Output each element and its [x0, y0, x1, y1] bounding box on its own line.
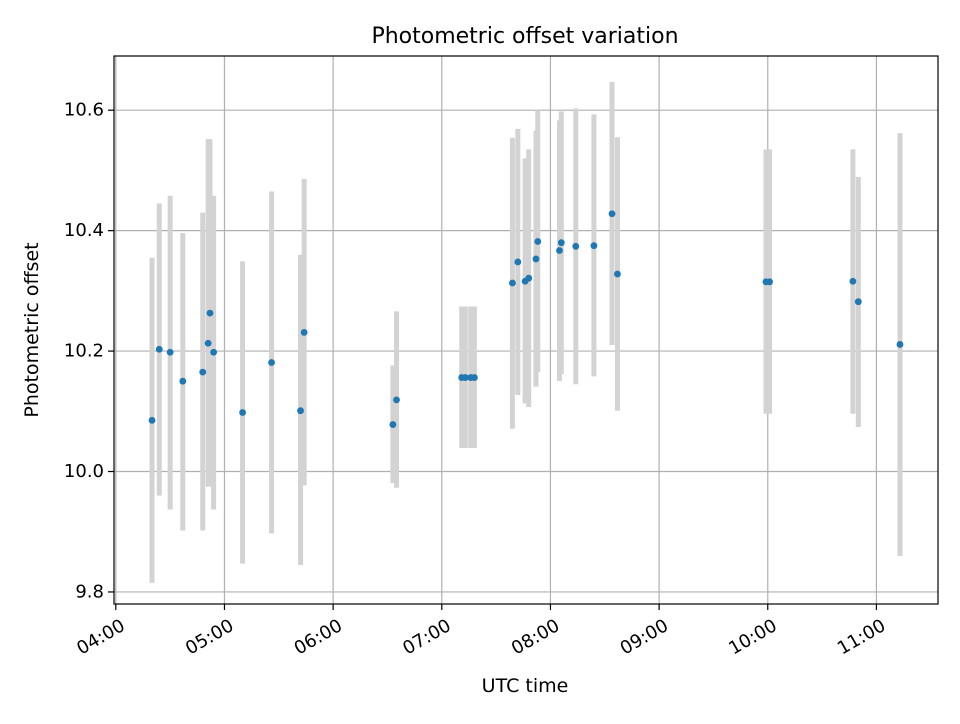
data-point: [155, 345, 163, 353]
data-point: [572, 242, 580, 250]
data-point: [199, 368, 207, 376]
data-point: [514, 258, 522, 266]
data-point: [470, 374, 478, 381]
y-tick-label: 10.2: [64, 341, 104, 362]
data-point: [614, 270, 621, 278]
y-tick-label: 10.0: [64, 461, 104, 482]
data-point: [297, 407, 304, 415]
data-point: [268, 359, 275, 366]
data-point: [590, 242, 598, 250]
x-axis-label: UTC time: [482, 675, 569, 697]
data-point: [557, 239, 565, 247]
y-tick-label: 10.4: [64, 220, 104, 241]
data-point: [239, 409, 246, 416]
data-point: [766, 278, 773, 286]
data-point: [532, 255, 540, 263]
data-point: [896, 341, 904, 348]
data-point: [509, 279, 516, 287]
y-axis-ticks: 9.8 10.0 10.2 10.4 10.6: [64, 100, 114, 602]
chart-title: Photometric offset variation: [371, 24, 678, 49]
plot-frame: [113, 55, 939, 605]
y-tick-label: 10.6: [64, 100, 104, 121]
data-point: [300, 329, 308, 336]
data-point: [534, 238, 542, 245]
data-point: [179, 377, 187, 385]
data-points: [148, 210, 904, 428]
data-point: [206, 309, 214, 317]
data-point: [393, 396, 400, 404]
data-point: [389, 421, 397, 428]
data-point: [166, 348, 174, 356]
data-point: [849, 277, 857, 285]
y-axis-label: Photometric offset: [21, 242, 43, 417]
data-point: [854, 298, 862, 306]
data-point: [556, 247, 563, 254]
grid: [114, 56, 938, 604]
data-point: [608, 210, 616, 218]
data-point: [525, 274, 533, 282]
data-point: [204, 339, 212, 347]
y-tick-label: 9.8: [75, 581, 104, 602]
data-point: [210, 348, 218, 356]
data-point: [148, 416, 156, 424]
data-point: [461, 374, 469, 381]
